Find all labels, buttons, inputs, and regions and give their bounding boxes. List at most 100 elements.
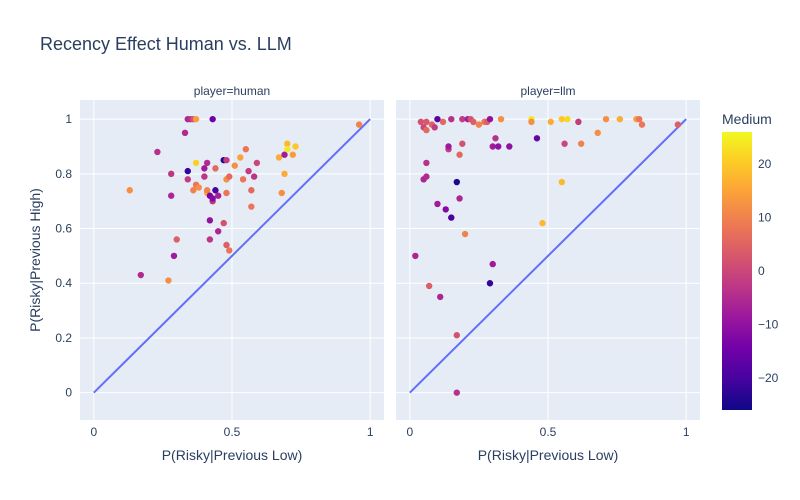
chart-title: Recency Effect Human vs. LLM bbox=[40, 34, 292, 54]
scatter-point bbox=[425, 282, 433, 290]
scatter-point bbox=[459, 115, 466, 123]
scatter-point bbox=[170, 252, 178, 260]
scatter-point bbox=[417, 118, 425, 126]
scatter-point bbox=[281, 170, 288, 178]
scatter-point bbox=[616, 115, 624, 123]
scatter-point bbox=[209, 195, 216, 202]
scatter-point bbox=[539, 219, 546, 227]
scatter-point bbox=[533, 135, 541, 142]
x-axis-title-human: P(Risky|Previous Low) bbox=[162, 447, 303, 463]
scatter-point bbox=[206, 217, 214, 224]
scatter-point bbox=[184, 176, 191, 183]
scatter-point bbox=[558, 178, 566, 186]
scatter-point bbox=[448, 115, 455, 123]
y-tick-label: 0.6 bbox=[55, 222, 72, 236]
scatter-point bbox=[558, 115, 566, 123]
scatter-point bbox=[292, 143, 299, 150]
panel-human-label: player=human bbox=[194, 84, 270, 98]
scatter-point bbox=[226, 247, 233, 254]
diagonal-line bbox=[93, 118, 371, 394]
colorbar: Medium 20 10 0 −10 −20 bbox=[722, 111, 779, 410]
scatter-point bbox=[284, 146, 291, 153]
colorbar-gradient bbox=[722, 132, 752, 410]
scatter-point bbox=[275, 154, 283, 161]
scatter-point bbox=[223, 241, 230, 249]
scatter-point bbox=[223, 189, 230, 197]
panel-human: player=human 0 0.2 0.4 0.6 0.8 1 0 0.5 1 bbox=[55, 84, 384, 439]
colorbar-tick-label: −10 bbox=[758, 317, 779, 331]
scatter-point bbox=[486, 115, 494, 123]
scatter-point bbox=[250, 173, 258, 180]
scatter-point bbox=[214, 228, 222, 235]
scatter-point bbox=[674, 121, 682, 128]
scatter-point bbox=[602, 115, 610, 123]
scatter-point bbox=[594, 129, 601, 137]
scatter-point bbox=[434, 115, 441, 123]
scatter-point bbox=[355, 121, 363, 128]
scatter-point bbox=[486, 280, 494, 287]
scatter-point bbox=[181, 129, 189, 137]
scatter-point bbox=[497, 115, 505, 123]
scatter-point bbox=[489, 143, 496, 150]
scatter-point bbox=[289, 151, 296, 158]
panel-llm: player=llm 0 0.5 1 bbox=[396, 84, 700, 439]
scatter-point bbox=[214, 192, 222, 199]
scatter-point bbox=[459, 140, 466, 147]
scatter-point bbox=[231, 162, 238, 169]
scatter-point bbox=[168, 192, 175, 199]
scatter-point bbox=[284, 140, 291, 147]
scatter-point bbox=[453, 389, 460, 396]
scatter-point bbox=[173, 236, 180, 243]
scatter-point bbox=[212, 187, 219, 194]
scatter-point bbox=[137, 271, 144, 279]
scatter-point bbox=[506, 143, 513, 150]
scatter-point bbox=[226, 173, 233, 180]
scatter-point bbox=[636, 115, 643, 123]
scatter-point bbox=[165, 277, 172, 284]
scatter-point bbox=[245, 167, 252, 175]
scatter-point bbox=[220, 219, 227, 227]
scatter-point bbox=[281, 151, 288, 158]
scatter-point bbox=[423, 118, 430, 126]
scatter-point bbox=[126, 187, 133, 194]
x-tick-label: 0.5 bbox=[224, 425, 241, 439]
scatter-point bbox=[445, 143, 452, 150]
y-tick-label: 1 bbox=[65, 112, 72, 126]
scatter-point bbox=[453, 178, 460, 186]
x-tick-label: 1 bbox=[683, 425, 690, 439]
scatter-point bbox=[577, 140, 585, 147]
scatter-point bbox=[248, 187, 255, 194]
scatter-point bbox=[448, 214, 455, 221]
scatter-point bbox=[439, 118, 447, 126]
y-tick-label: 0.2 bbox=[55, 331, 72, 345]
y-tick-label: 0.8 bbox=[55, 167, 72, 181]
scatter-point bbox=[638, 121, 646, 128]
scatter-point bbox=[453, 332, 460, 339]
scatter-point bbox=[437, 293, 444, 301]
x-axis-title-llm: P(Risky|Previous Low) bbox=[478, 447, 619, 463]
scatter-point bbox=[561, 140, 568, 147]
x-tick-label: 0 bbox=[90, 425, 97, 439]
scatter-point bbox=[223, 156, 230, 164]
y-axis-title: P(Risky|Previous High) bbox=[27, 188, 43, 332]
colorbar-title: Medium bbox=[722, 111, 772, 127]
scatter-point bbox=[470, 118, 477, 126]
scatter-point bbox=[242, 146, 250, 153]
x-tick-label: 1 bbox=[367, 425, 374, 439]
scatter-point bbox=[248, 203, 255, 210]
scatter-point bbox=[237, 154, 244, 161]
scatter-point bbox=[489, 260, 496, 268]
scatter-point bbox=[456, 151, 463, 158]
y-tick-label: 0.4 bbox=[55, 276, 72, 290]
scatter-point bbox=[154, 148, 161, 156]
scatter-point bbox=[456, 195, 463, 202]
scatter-point bbox=[461, 230, 469, 238]
colorbar-tick-label: −20 bbox=[758, 371, 779, 385]
scatter-point bbox=[278, 189, 285, 197]
x-tick-label: 0.5 bbox=[540, 425, 557, 439]
scatter-point bbox=[423, 173, 430, 180]
scatter-point bbox=[195, 184, 203, 191]
scatter-point bbox=[431, 124, 438, 131]
panel-llm-label: player=llm bbox=[520, 84, 575, 98]
scatter-point bbox=[492, 135, 499, 142]
